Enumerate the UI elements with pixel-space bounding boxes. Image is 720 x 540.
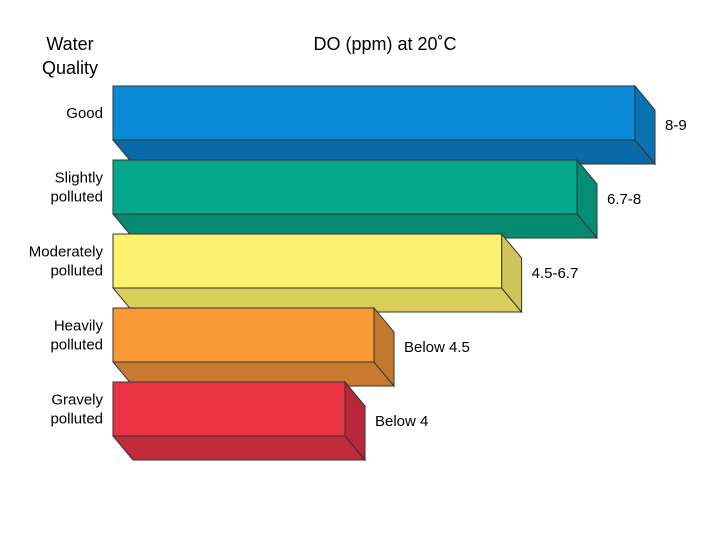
category-label-line: Slightly [55,170,104,187]
do-header: DO (ppm) at 20˚C [313,34,457,54]
value-label-0: 8-9 [665,117,687,134]
category-label-line: polluted [50,337,103,354]
bar-group-3 [111,306,396,388]
bar-group-2 [111,232,523,314]
category-label-line: Heavily [54,318,104,335]
bar-front-face-2 [112,233,503,289]
category-label-line: polluted [50,189,103,206]
category-label-line: Gravely [51,392,103,409]
water-quality-header-line2: Quality [41,58,99,78]
bar-group-4 [111,380,367,462]
water-quality-header: Water Quality [20,32,120,80]
category-label-1: Slightly polluted [50,170,103,206]
category-label-line: Good [66,105,103,122]
water-quality-header-line1: Water [46,34,94,54]
category-label-line: Moderately [29,244,104,261]
bar-group-1 [111,158,599,240]
bar-front-face-0 [112,85,636,141]
category-label-0: Good [66,105,103,122]
value-label-2: 4.5-6.7 [532,265,579,282]
category-label-2: Moderately polluted [29,244,104,280]
category-label-line: polluted [50,411,103,428]
category-label-4: Gravely polluted [50,392,103,428]
value-label-3: Below 4.5 [404,339,470,356]
value-label-4: Below 4 [375,413,428,430]
bar-front-face-3 [112,307,375,363]
value-label-1: 6.7-8 [607,191,641,208]
bar-front-face-1 [112,159,578,215]
category-label-line: polluted [50,263,103,280]
bar-group-0 [111,84,657,166]
bar-front-face-4 [112,381,346,437]
category-label-3: Heavily polluted [50,318,103,354]
bar-bottom-face-4 [111,435,367,461]
